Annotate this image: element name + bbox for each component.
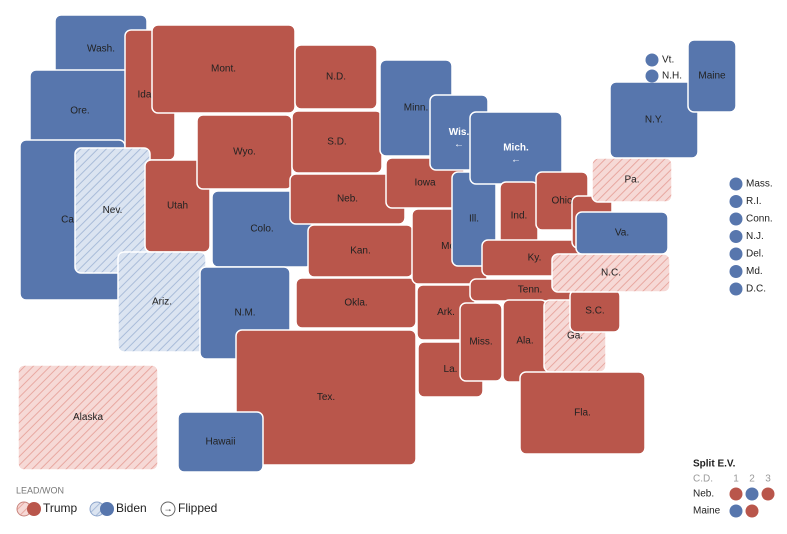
state-label: Nev. [103,205,123,216]
state-label: Wash. [87,44,115,55]
state-label: Pa. [624,175,639,186]
state-label: Idaho [137,90,162,101]
legend-swatch [27,502,41,516]
split-row-label: Neb. [693,489,714,500]
legend-label: Flipped [178,501,217,515]
state-label: Kan. [350,246,371,257]
district-number: 1 [733,474,739,485]
state-label: Maine [698,71,726,82]
small-state-dot [729,282,743,296]
state [17,364,159,471]
state-label: Hawaii [205,437,235,448]
state [295,277,417,329]
state-label: Iowa [414,178,436,189]
flip-arrow: → [164,503,173,513]
state [459,302,503,382]
state-label: Neb. [337,194,358,205]
state-label: Ga. [567,331,583,342]
small-state-dot [729,195,743,208]
legend-heading: LEAD/WON [16,485,64,495]
cd-label: C.D. [693,474,713,485]
state [519,371,646,455]
small-state-dot [645,69,659,83]
small-state-label: Md. [746,266,763,277]
state-label: S.C. [585,306,604,317]
state-label: Minn. [404,103,428,114]
state-label: Mo. [441,241,458,252]
small-state-label: D.C. [746,284,766,295]
state-label: Mont. [211,64,236,75]
small-state-dot [645,53,659,67]
state-label: N.M. [234,308,255,319]
small-state-label: Vt. [662,55,674,66]
small-state-label: N.J. [746,231,764,242]
legend-swatch [160,501,176,517]
state-label: Alaska [73,412,103,423]
state [687,39,737,113]
state-label: Ala. [516,336,533,347]
state-label: Tex. [317,392,335,403]
small-state-dot [729,265,743,278]
state-label: Tenn. [518,285,542,296]
legend-label: Trump [43,501,78,515]
state-label: S.D. [327,137,346,148]
small-state-label: R.I. [746,196,762,207]
state-label: Fla. [574,408,591,419]
district-dot [761,487,775,501]
state-label: N.Y. [645,115,663,126]
small-state-label: N.H. [662,71,682,82]
legend-label: Biden [116,501,147,515]
state [294,44,378,110]
district-dot [729,504,743,518]
state-label: Wis. [449,127,470,138]
district-number: 2 [749,474,755,485]
state-label: Mich. [503,143,529,154]
state-label: Ark. [437,307,455,318]
state-label: Ore. [70,106,89,117]
small-state-dot [729,247,743,261]
small-state-label: Conn. [746,214,773,225]
state [177,411,264,473]
split-ev-title: Split E.V. [693,459,736,470]
small-state-dot [729,177,743,191]
state-label: Miss. [469,337,492,348]
state-label: Va. [615,228,629,239]
state-label: N.C. [601,268,621,279]
state-label: Calif. [61,215,84,226]
flip-arrow: ← [454,139,464,150]
state [575,211,669,255]
state-label: Utah [167,201,188,212]
small-state-label: Mass. [746,179,773,190]
state-label: La. [444,364,458,375]
legend-swatch [100,502,114,516]
state [235,329,417,466]
district-number: 3 [765,474,771,485]
state-label: Ohio [551,196,573,207]
district-dot [745,487,759,501]
district-dot [729,487,743,501]
split-row-label: Maine [693,506,721,517]
state-label: Ky. [528,253,542,264]
small-state-dot [729,212,743,226]
state-label: Colo. [250,224,273,235]
small-state-dot [729,230,743,243]
state-label: Ariz. [152,297,172,308]
flip-arrow: ← [511,155,521,166]
state-label: N.D. [326,72,346,83]
state-label: Ill. [469,214,479,225]
state-label: Wyo. [233,147,256,158]
state-label: Ind. [511,211,528,222]
district-dot [745,504,759,518]
state-label: Okla. [344,298,367,309]
small-state-label: Del. [746,249,764,260]
